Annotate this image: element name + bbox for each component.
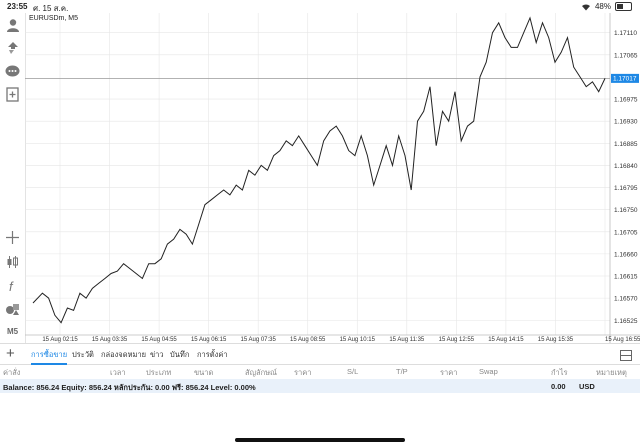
profit-total: 0.00 [551,382,566,391]
col-comment: หมายเหตุ [596,368,627,377]
tab-history[interactable]: ประวัติ [72,350,94,359]
y-tick-label: 1.16795 [614,185,638,192]
y-tick-label: 1.16525 [614,318,638,325]
col-size: ขนาด [194,368,214,377]
y-tick-label: 1.16975 [614,97,638,104]
current-price-tag: 1.17017 [611,73,639,83]
balance-summary: Balance: 856.24 Equity: 856.24 หลักประกั… [3,383,256,392]
status-bar: 23:55 ศ. 15 ส.ค. 48% [0,0,640,13]
x-tick-label: 15 Aug 03:35 [92,337,128,343]
chart-title: EURUSDm, M5 [29,15,79,22]
y-tick-label: 1.17110 [614,30,637,37]
y-axis-labels: 1.17110 1.17065 1.16975 1.16930 1.16885 1.168… [614,30,638,325]
col-symbol: สัญลักษณ์ [245,368,278,377]
chart-svg[interactable]: 1.17110 1.17065 1.16975 1.16930 1.16885 1.168… [25,13,640,343]
y-tick-label: 1.16705 [614,229,638,236]
y-tick-label: 1.16930 [614,119,638,126]
left-sidebar: f M5 [0,13,26,343]
chart-grid-horizontal [25,32,610,321]
status-time: 23:55 [7,2,28,11]
y-tick-label: 1.16750 [614,207,638,214]
x-tick-label: 15 Aug 08:55 [290,337,326,343]
timeframe-button[interactable]: M5 [6,327,19,336]
add-icon[interactable]: + [6,345,15,362]
x-tick-label: 15 Aug 11:35 [389,337,425,343]
y-tick-label: 1.16660 [614,251,638,258]
col-time: เวลา [110,368,126,377]
tab-settings[interactable]: การตั้งค่า [197,350,228,359]
x-axis-labels: 15 Aug 02:15 15 Aug 03:35 15 Aug 04:55 15 A… [42,337,640,343]
terminal-toolbar: + การซื้อขาย ประวัติ กล่องจดหมาย ข่าว บั… [0,343,640,365]
x-tick-label: 15 Aug 07:35 [240,337,276,343]
account-icon[interactable] [4,16,21,33]
trade-icon[interactable] [4,39,21,56]
indicator-f-icon[interactable]: f [4,277,21,294]
current-price-tag-bg [611,73,639,83]
candlestick-icon[interactable] [4,253,21,270]
current-price-label: 1.17017 [613,76,637,83]
y-tick-label: 1.16570 [614,296,638,303]
battery-icon [615,2,632,11]
balance-row: Balance: 856.24 Equity: 856.24 หลักประกั… [0,379,640,393]
x-tick-label: 15 Aug 14:15 [488,337,524,343]
chart-grid-vertical [59,13,606,335]
x-tick-label: 15 Aug 02:15 [42,337,78,343]
col-price: ราคา [294,368,312,377]
new-order-icon[interactable] [4,86,21,103]
col-price-current: ราคา [440,368,458,377]
tab-journal[interactable]: บันทึก [170,350,190,359]
x-tick-label: 15 Aug 16:55 [605,337,640,343]
y-tick-label: 1.16615 [614,274,638,281]
y-tick-label: 1.16840 [614,163,638,170]
x-tick-label: 15 Aug 10:15 [340,337,376,343]
col-swap: Swap [479,367,498,376]
crosshair-icon[interactable] [4,229,21,246]
home-indicator [235,438,405,442]
tab-trade[interactable]: การซื้อขาย [31,349,68,365]
tab-mailbox[interactable]: กล่องจดหมาย [101,350,147,359]
col-order: ค่าสั่ง [3,368,21,377]
currency-label: USD [579,382,595,391]
status-right: 48% [581,2,632,11]
col-sl: S/L [347,367,359,376]
x-tick-label: 15 Aug 12:55 [439,337,475,343]
tab-news[interactable]: ข่าว [150,350,164,359]
x-tick-label: 15 Aug 06:15 [191,337,227,343]
svg-text:f: f [9,279,14,293]
x-tick-label: 15 Aug 04:55 [141,337,177,343]
y-tick-label: 1.16885 [614,141,638,148]
chat-icon[interactable] [4,63,21,80]
col-type: ประเภท [146,368,172,377]
col-tp: T/P [396,367,408,376]
price-chart[interactable]: 1.17110 1.17065 1.16975 1.16930 1.16885 1.168… [25,13,640,343]
collapse-panel-icon[interactable] [620,348,632,361]
status-date: ศ. 15 ส.ค. [33,4,69,13]
y-tick-label: 1.17065 [614,52,638,59]
objects-icon[interactable] [4,301,21,318]
orders-table-header: ค่าสั่ง เวลา ประเภท ขนาด สัญลักษณ์ ราคา … [0,364,640,379]
battery-percent: 48% [594,2,611,11]
x-tick-label: 15 Aug 15:35 [538,337,574,343]
price-series-line [32,16,606,324]
wifi-icon [581,3,591,11]
col-profit: กำไร [551,368,568,377]
